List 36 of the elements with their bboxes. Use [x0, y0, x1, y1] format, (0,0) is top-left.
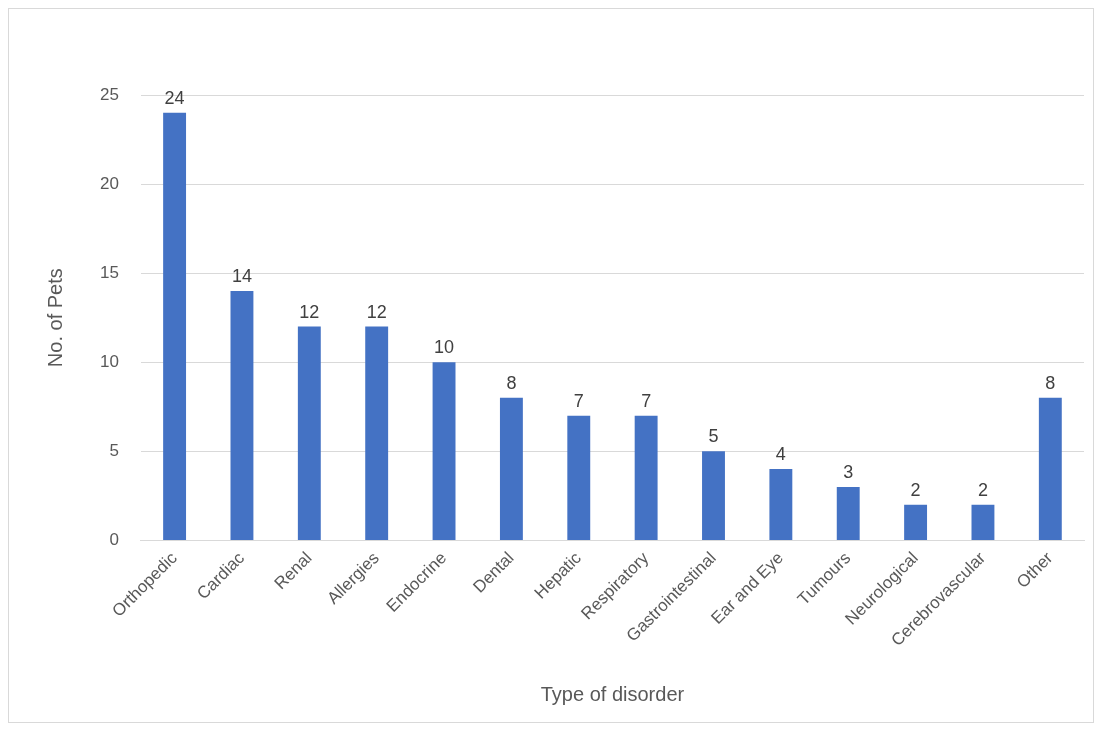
- x-axis-title: Type of disorder: [540, 682, 685, 705]
- data-label: 7: [641, 390, 652, 411]
- y-tick-label: 20: [99, 173, 119, 193]
- y-tick-label: 15: [99, 262, 119, 282]
- data-label: 10: [434, 337, 455, 358]
- bar: [836, 486, 860, 540]
- bar: [567, 415, 591, 540]
- data-label: 2: [977, 479, 988, 500]
- bar: [432, 362, 456, 540]
- bar: [971, 504, 995, 540]
- data-label: 14: [231, 265, 252, 286]
- data-label: 5: [708, 426, 719, 447]
- y-axis-title: No. of Pets: [43, 268, 66, 368]
- bar: [634, 415, 658, 540]
- bar: [499, 397, 523, 540]
- data-label: 7: [573, 390, 584, 411]
- bar: [1038, 397, 1062, 540]
- data-label: 12: [299, 301, 320, 322]
- bar: [297, 326, 321, 540]
- y-tick-label: 5: [109, 441, 119, 460]
- data-label: 4: [775, 444, 786, 465]
- bar: [904, 504, 928, 540]
- data-label: 24: [164, 87, 185, 108]
- y-tick-label: 25: [99, 84, 119, 104]
- bar: [769, 469, 793, 540]
- y-tick-label: 0: [109, 530, 119, 550]
- bar: [163, 112, 187, 540]
- data-label: 12: [366, 301, 387, 322]
- bar: [365, 326, 389, 540]
- bar: [230, 290, 254, 540]
- bar: [702, 451, 725, 540]
- data-label: 3: [843, 461, 854, 482]
- data-label: 2: [910, 479, 921, 500]
- data-label: 8: [506, 372, 517, 393]
- data-label: 8: [1045, 372, 1056, 393]
- y-tick-label: 10: [99, 351, 119, 371]
